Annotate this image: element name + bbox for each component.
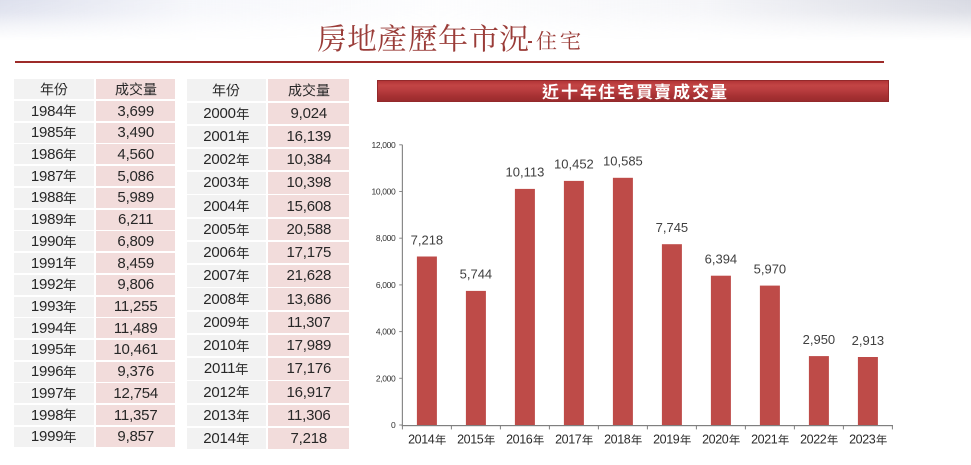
svg-text:12,000: 12,000 (371, 140, 396, 150)
svg-text:0: 0 (391, 420, 396, 430)
svg-text:6,394: 6,394 (705, 252, 738, 267)
svg-text:2019: 2019 (653, 432, 680, 446)
svg-text:7,745: 7,745 (656, 220, 689, 235)
svg-text:2014: 2014 (408, 432, 435, 446)
svg-text:2015: 2015 (457, 432, 484, 446)
svg-text:6,000: 6,000 (376, 280, 396, 290)
svg-text:10,000: 10,000 (371, 187, 396, 197)
svg-text:2021: 2021 (751, 432, 778, 446)
svg-text:2016: 2016 (506, 432, 533, 446)
svg-text:10,585: 10,585 (603, 154, 643, 169)
svg-text:10,113: 10,113 (506, 165, 545, 180)
svg-text:2017: 2017 (555, 432, 582, 446)
svg-text:10,452: 10,452 (554, 157, 594, 172)
svg-text:2018: 2018 (604, 432, 631, 446)
svg-text:2,950: 2,950 (803, 332, 836, 347)
svg-text:2,913: 2,913 (852, 333, 885, 348)
svg-text:7,218: 7,218 (411, 232, 444, 247)
svg-text:2,000: 2,000 (376, 373, 396, 383)
svg-text:5,744: 5,744 (460, 267, 493, 282)
svg-text:5,970: 5,970 (754, 261, 787, 276)
svg-text:8,000: 8,000 (376, 233, 396, 243)
svg-text:2022: 2022 (800, 432, 827, 446)
svg-text:2020: 2020 (702, 432, 729, 446)
svg-text:4,000: 4,000 (376, 327, 396, 337)
svg-text:2023: 2023 (849, 432, 876, 446)
